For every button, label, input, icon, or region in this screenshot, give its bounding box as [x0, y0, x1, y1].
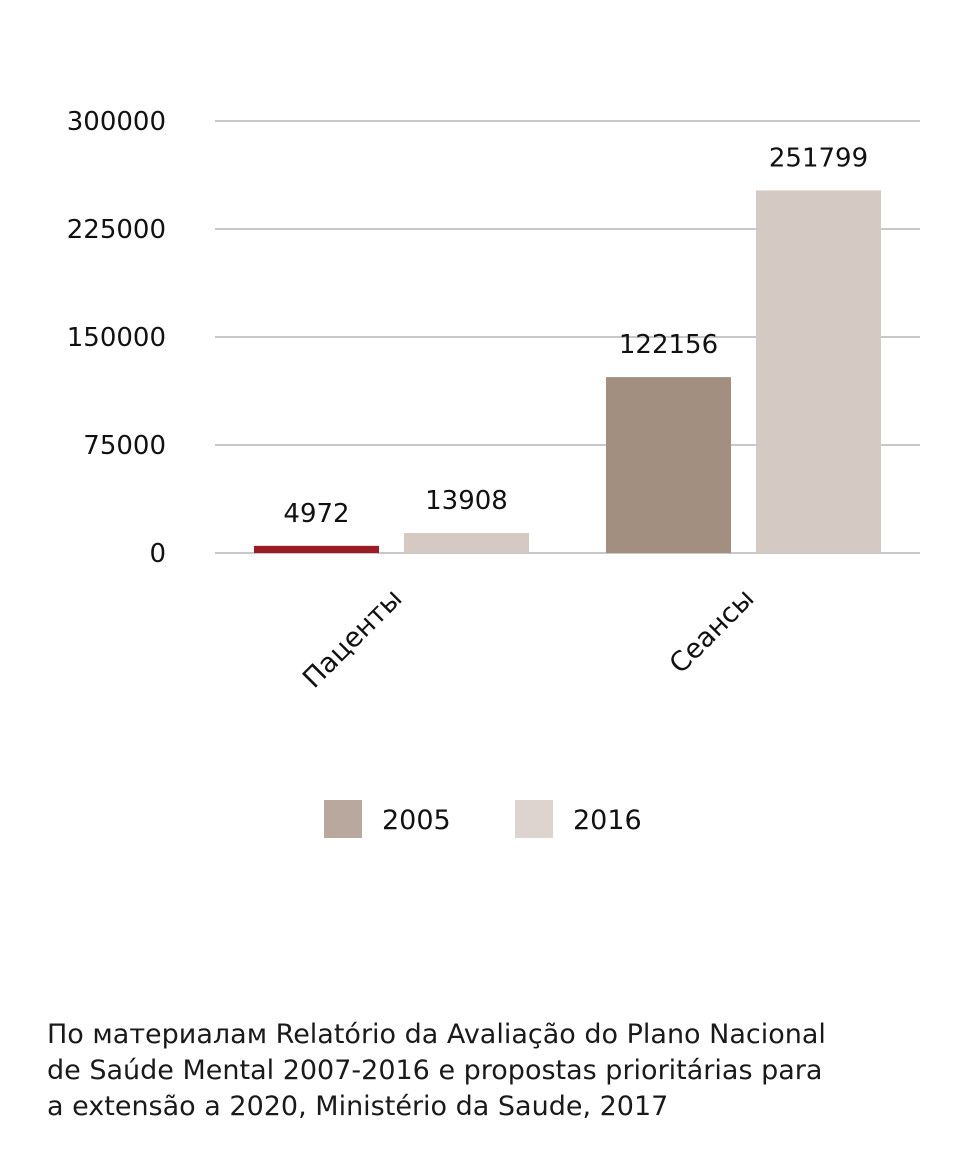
data-label: 4972: [283, 499, 349, 529]
legend-label: 2016: [573, 805, 642, 836]
y-tick-label: 150000: [67, 323, 166, 353]
y-tick-label: 75000: [83, 431, 166, 461]
source-note-line: de Saúde Mental 2007-2016 e propostas pr…: [47, 1055, 823, 1086]
legend-label: 2005: [382, 805, 451, 836]
source-note: По материалам Relatório da Avaliação do …: [47, 1017, 907, 1125]
y-tick-label: 300000: [67, 107, 166, 137]
bar-2016: [756, 190, 881, 554]
bar-2016: [404, 532, 529, 553]
source-note-line: По материалам Relatório da Avaliação do …: [47, 1019, 826, 1050]
data-label: 13908: [425, 486, 508, 516]
legend-swatch-2005: [324, 800, 362, 838]
bar-chart: 0 75000 150000 225000 300000 4972 13908 Паценты…: [67, 107, 920, 838]
y-tick-label: 225000: [67, 215, 166, 245]
x-category-label: Паценты: [297, 583, 408, 694]
legend-swatch-2016: [515, 800, 553, 838]
y-tick-label: 0: [149, 539, 166, 569]
data-label: 251799: [769, 143, 868, 173]
bar-2005: [606, 377, 731, 553]
bar-2005: [254, 545, 379, 553]
source-note-line: a extensão a 2020, Ministério da Saude, …: [47, 1091, 669, 1122]
x-category-label: Сеансы: [664, 583, 761, 680]
data-label: 122156: [619, 330, 718, 360]
